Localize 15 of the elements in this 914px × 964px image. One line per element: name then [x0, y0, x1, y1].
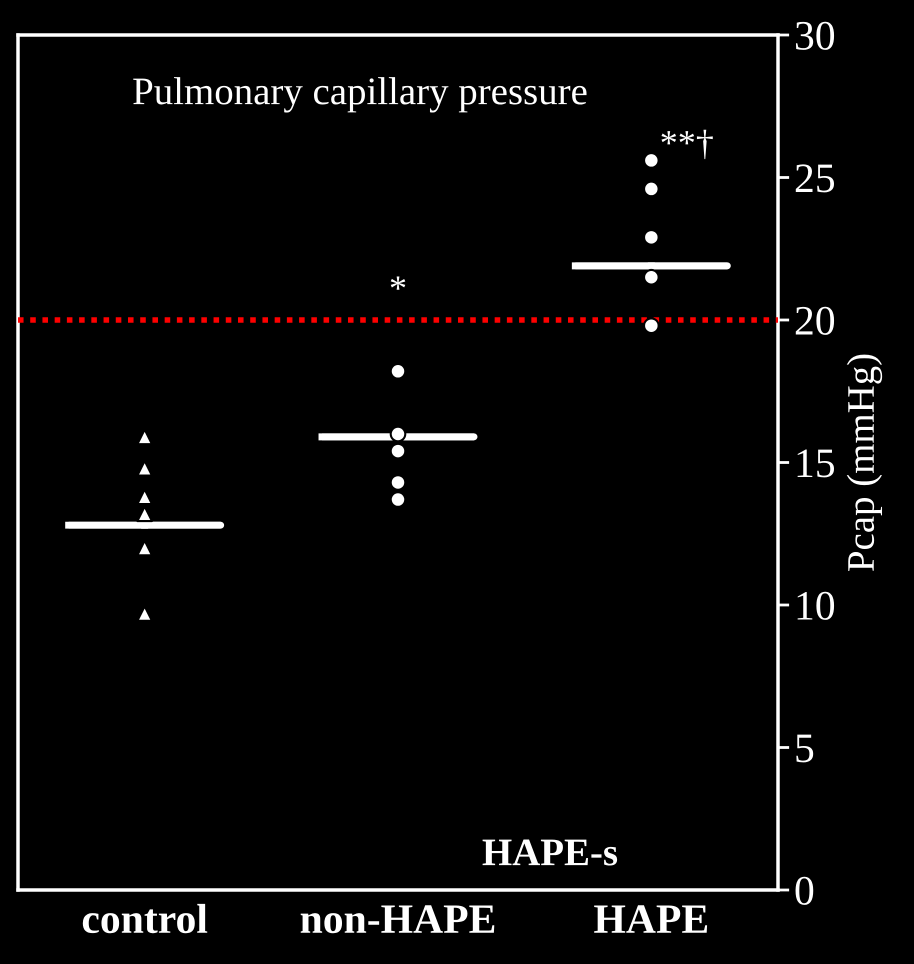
y-tick-label: 30 [796, 22, 834, 50]
y-tick-label: 10 [798, 592, 834, 620]
text: Pulmonary capillary pressure [133, 77, 587, 113]
y-tick-label: 25 [796, 164, 834, 192]
y-tick-label: 0 [796, 876, 814, 905]
y-axis-title: Pcap (mmHg) [846, 354, 882, 572]
x-tick-label: control [82, 904, 208, 934]
y-tick-label: 20 [796, 306, 834, 335]
x-tick-label: HAPE [594, 905, 708, 933]
x-tick-label: non-HAPE [300, 905, 494, 934]
y-tick-label: 15 [798, 449, 834, 478]
annotation: HAPE-s [482, 839, 618, 866]
annotation: **† [661, 130, 713, 160]
y-tick-label: 5 [796, 734, 814, 762]
annotation: * [390, 276, 406, 290]
